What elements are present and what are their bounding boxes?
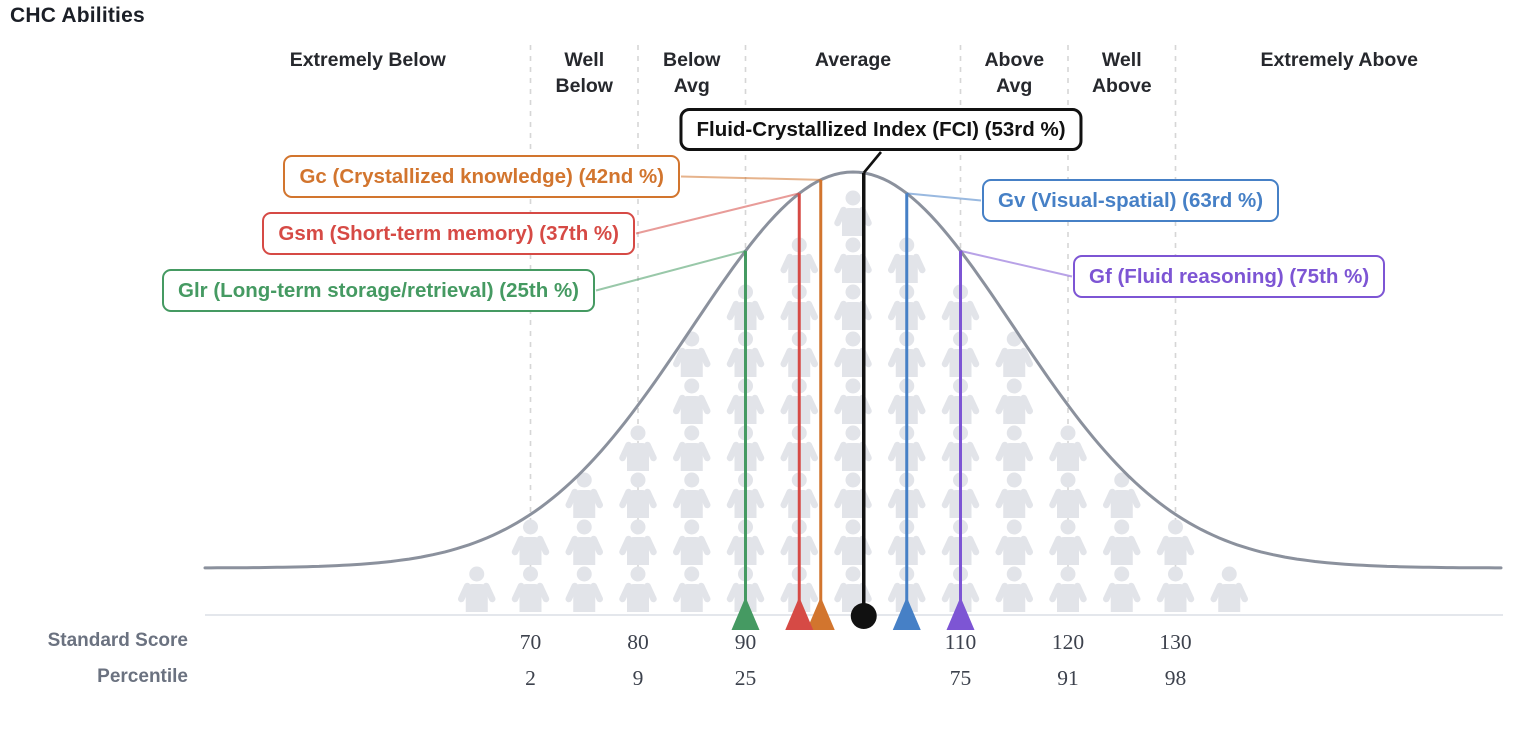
glr-marker[interactable] xyxy=(731,597,760,630)
gv-callout-label: Gv (Visual-spatial) (63rd %) xyxy=(998,188,1264,212)
person-icon xyxy=(1049,472,1087,518)
gv-marker[interactable] xyxy=(892,597,921,630)
person-icon xyxy=(1049,566,1087,612)
person-icon xyxy=(619,472,657,518)
person-icon xyxy=(1156,566,1195,612)
band-label-below-avg: Below Avg xyxy=(663,49,721,97)
band-label-extremely-above: Extremely Above xyxy=(1260,49,1419,71)
standard-score-tick-80: 80 xyxy=(627,630,649,654)
person-icon xyxy=(995,566,1033,612)
person-icon xyxy=(995,425,1033,471)
person-icon xyxy=(1156,519,1195,565)
fci-callout[interactable]: Fluid-Crystallized Index (FCI) (53rd %) xyxy=(679,108,1083,151)
person-icon xyxy=(1103,519,1141,565)
person-icon xyxy=(511,519,550,565)
person-icon xyxy=(565,566,603,612)
gsm-marker[interactable] xyxy=(785,597,814,630)
gf-callout[interactable]: Gf (Fluid reasoning) (75th %) xyxy=(1073,255,1386,298)
gv-callout[interactable]: Gv (Visual-spatial) (63rd %) xyxy=(982,179,1280,222)
person-icon xyxy=(995,331,1033,377)
person-icon xyxy=(673,566,711,612)
person-icon xyxy=(780,472,818,518)
person-icon xyxy=(673,331,711,377)
person-icon xyxy=(1103,472,1141,518)
normal-curve xyxy=(203,170,1503,570)
person-icon xyxy=(888,519,926,565)
person-icon xyxy=(673,425,711,471)
person-icon xyxy=(1210,566,1248,612)
percentile-row-label: Percentile xyxy=(97,666,188,687)
gc-callout-label: Gc (Crystallized knowledge) (42nd %) xyxy=(299,164,664,188)
person-icon xyxy=(673,519,711,565)
gv-leader-line xyxy=(906,192,982,202)
person-icon xyxy=(511,566,550,612)
person-icon xyxy=(619,566,657,612)
standard-score-tick-90: 90 xyxy=(734,630,757,654)
person-icon xyxy=(565,519,603,565)
percentile-tick-75: 75 xyxy=(949,666,972,690)
person-icon xyxy=(1049,425,1087,471)
person-icon xyxy=(619,425,657,471)
page-title: CHC Abilities xyxy=(10,4,145,27)
percentile-tick-25: 25 xyxy=(734,666,757,690)
band-label-above-avg: Above Avg xyxy=(984,49,1045,97)
person-icon xyxy=(834,331,872,377)
gf-callout-label: Gf (Fluid reasoning) (75th %) xyxy=(1089,264,1370,288)
gsm-callout-label: Gsm (Short-term memory) (37th %) xyxy=(278,221,619,245)
band-label-average: Average xyxy=(814,49,892,71)
gc-callout[interactable]: Gc (Crystallized knowledge) (42nd %) xyxy=(283,155,680,198)
glr-leader-line xyxy=(595,249,746,292)
gf-marker[interactable] xyxy=(946,597,975,630)
person-icon xyxy=(1049,519,1087,565)
person-icon xyxy=(941,331,980,377)
person-icon xyxy=(458,566,496,612)
standard-score-tick-120: 120 xyxy=(1051,630,1085,654)
band-label-extremely-below: Extremely Below xyxy=(289,49,446,71)
person-icon xyxy=(619,519,657,565)
gc-marker[interactable] xyxy=(806,597,835,630)
gc-leader-line xyxy=(680,175,821,181)
person-icon xyxy=(673,472,711,518)
person-icon xyxy=(673,378,711,424)
standard-score-tick-130: 130 xyxy=(1159,630,1192,654)
glr-callout-label: Glr (Long-term storage/retrieval) (25th … xyxy=(178,278,579,302)
band-label-well-below: Well Below xyxy=(555,49,613,97)
glr-callout[interactable]: Glr (Long-term storage/retrieval) (25th … xyxy=(162,269,595,312)
standard-score-tick-70: 70 xyxy=(519,630,542,654)
person-icon xyxy=(995,519,1033,565)
standard-score-tick-110: 110 xyxy=(944,630,977,654)
person-icon xyxy=(1103,566,1141,612)
band-label-well-above: Well Above xyxy=(1091,49,1152,97)
percentile-tick-91: 91 xyxy=(1057,666,1079,690)
gf-leader-line xyxy=(960,249,1073,278)
standard-score-row-label: Standard Score xyxy=(47,630,188,651)
percentile-tick-2: 2 xyxy=(525,666,536,690)
fci-callout-label: Fluid-Crystallized Index (FCI) (53rd %) xyxy=(696,117,1066,141)
percentile-tick-9: 9 xyxy=(632,666,644,690)
person-icon xyxy=(834,190,872,236)
percentile-tick-98: 98 xyxy=(1164,666,1187,690)
gsm-callout[interactable]: Gsm (Short-term memory) (37th %) xyxy=(262,212,635,255)
gsm-leader-line xyxy=(635,192,800,235)
person-icon xyxy=(995,378,1033,424)
person-icon xyxy=(565,472,603,518)
fci-marker[interactable] xyxy=(850,603,877,629)
person-icon xyxy=(995,472,1033,518)
fci-leader-line xyxy=(862,151,883,174)
